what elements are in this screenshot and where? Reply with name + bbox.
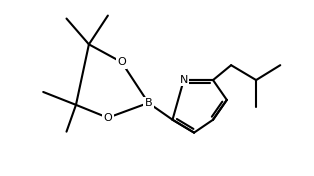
Text: O: O — [117, 57, 126, 67]
Text: O: O — [104, 113, 112, 123]
Text: N: N — [180, 75, 188, 85]
Text: B: B — [144, 98, 152, 108]
